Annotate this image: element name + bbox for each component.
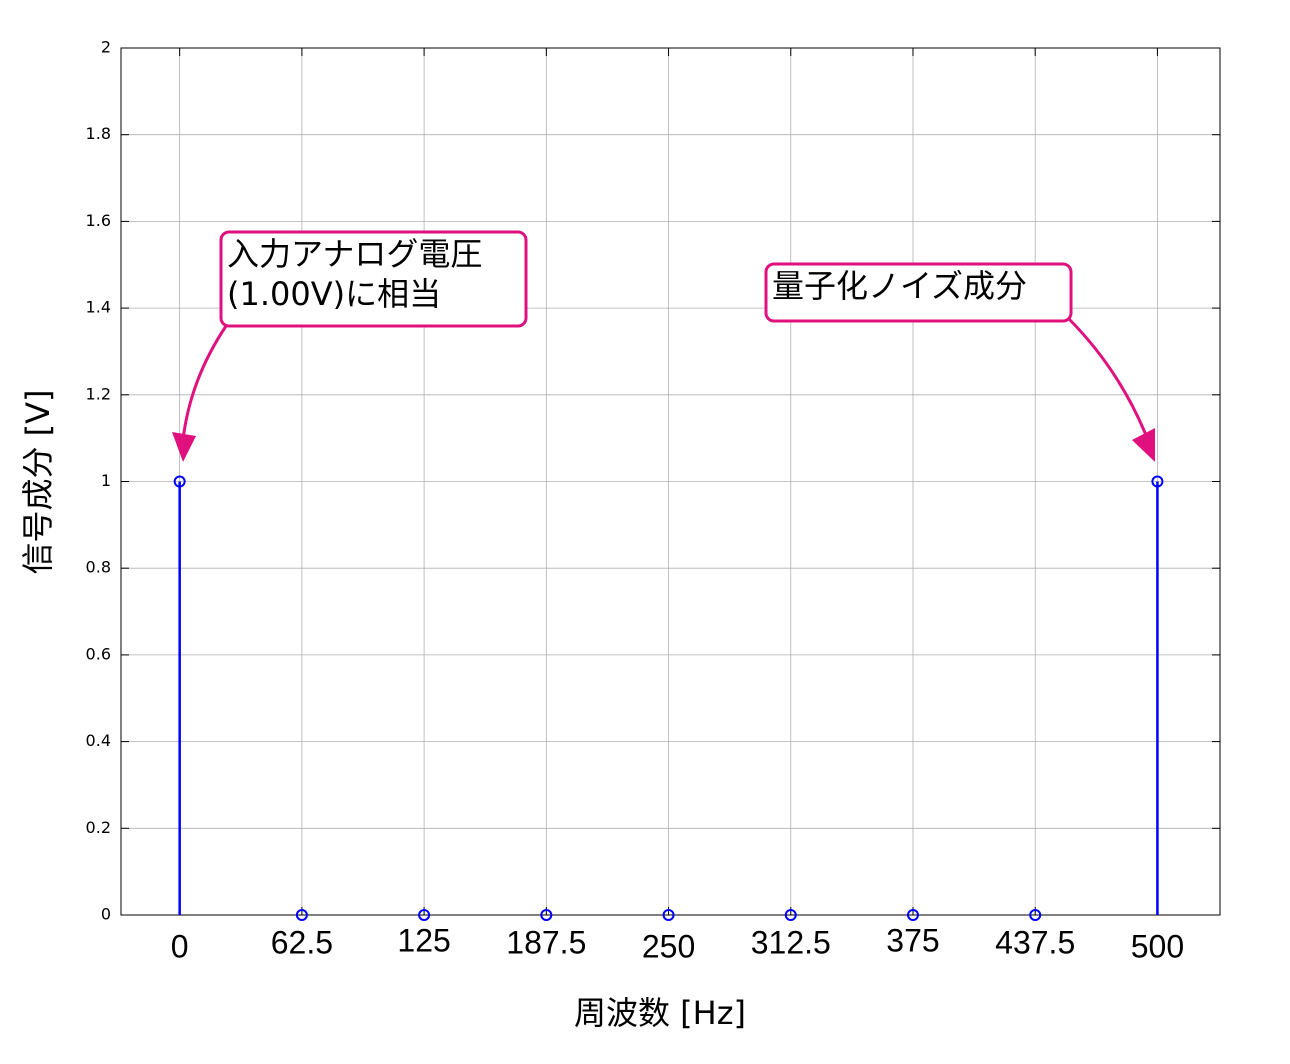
x-tick-label: 0 xyxy=(171,928,189,964)
x-tick-label: 250 xyxy=(642,928,695,964)
y-tick-label: 1 xyxy=(101,471,111,490)
stem-marker xyxy=(540,909,553,921)
y-tick-label: 1.2 xyxy=(86,384,111,403)
y-tick-label: 0 xyxy=(101,905,111,924)
plot-frame xyxy=(120,47,1221,916)
x-tick-label: 312.5 xyxy=(751,924,831,960)
y-axis-label: 信号成分 [V] xyxy=(19,389,57,574)
x-tick-label: 125 xyxy=(397,922,450,958)
stem-marker xyxy=(173,475,186,488)
stem-marker xyxy=(906,909,919,921)
y-tick-label: 0.8 xyxy=(86,558,111,577)
stem-marker xyxy=(662,909,675,921)
x-axis-label: 周波数 [Hz] xyxy=(574,994,746,1032)
stem-marker xyxy=(1151,475,1164,488)
annotation-arrowhead xyxy=(172,432,196,462)
annotation-box xyxy=(219,230,528,328)
annotation-text: 量子化ノイズ成分 xyxy=(772,267,1027,305)
annotation-box xyxy=(764,262,1073,323)
stem-marker xyxy=(295,909,308,921)
x-tick-label: 500 xyxy=(1131,928,1184,964)
annotation-text: 入力アナログ電圧 xyxy=(227,235,482,273)
stem-marker xyxy=(418,909,431,921)
annotation-arrow xyxy=(181,325,228,441)
annotation-arrowhead xyxy=(1132,428,1155,462)
x-tick-label: 62.5 xyxy=(271,924,333,960)
stem-marker xyxy=(1029,909,1042,921)
y-tick-label: 0.6 xyxy=(86,644,111,663)
stem-marker xyxy=(784,909,797,921)
y-tick-label: 1.8 xyxy=(86,124,111,143)
annotation-text: (1.00V)に相当 xyxy=(227,275,441,313)
x-tick-label: 187.5 xyxy=(506,924,586,960)
annotation-arrow xyxy=(1066,316,1150,441)
x-tick-label: 375 xyxy=(886,922,939,958)
x-tick-label: 437.5 xyxy=(995,924,1075,960)
y-tick-label: 0.2 xyxy=(86,818,111,837)
y-tick-label: 0.4 xyxy=(86,731,111,750)
y-tick-label: 1.4 xyxy=(86,298,111,317)
y-tick-label: 1.6 xyxy=(86,211,111,230)
y-tick-label: 2 xyxy=(101,38,111,57)
